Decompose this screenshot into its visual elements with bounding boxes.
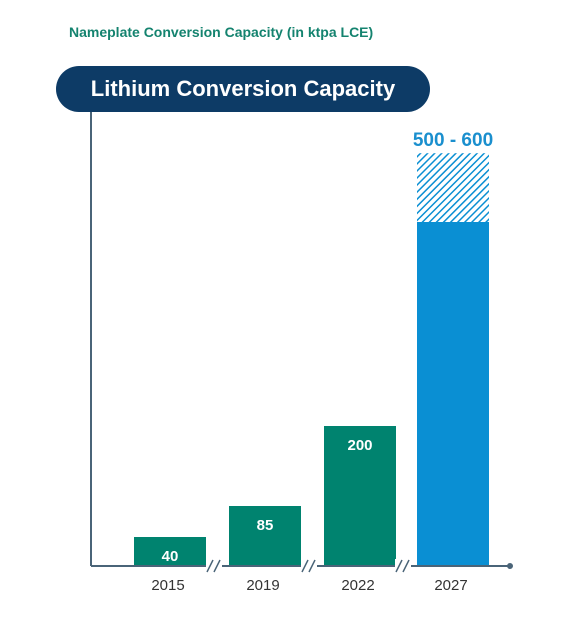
axis-break-mark [213,559,221,573]
bar-value-label: 200 [347,437,372,454]
x-tick-label: 2019 [246,577,279,594]
x-tick-label: 2027 [434,577,467,594]
axis-break-mark [395,559,403,573]
x-axis-end-dot [507,563,513,569]
bar-range-label: 500 - 600 [413,130,493,151]
chart-subtitle: Nameplate Conversion Capacity (in ktpa L… [69,24,374,40]
bar-2027 [417,222,489,566]
axis-break-mark [206,559,214,573]
chart-title: Lithium Conversion Capacity [90,76,396,101]
bar-2015 [134,537,206,566]
axis-break-mark [301,559,309,573]
bar-value-label: 85 [257,517,274,534]
x-tick-label: 2022 [341,577,374,594]
chart-title-banner: Lithium Conversion Capacity [56,66,430,112]
x-tick-label: 2015 [151,577,184,594]
axis-break-mark [308,559,316,573]
axis-break-mark [402,559,410,573]
bar-2019 [229,506,301,566]
bar-2022 [324,426,396,566]
bar-range-2027 [417,153,489,222]
bar-value-label: 40 [162,548,179,565]
